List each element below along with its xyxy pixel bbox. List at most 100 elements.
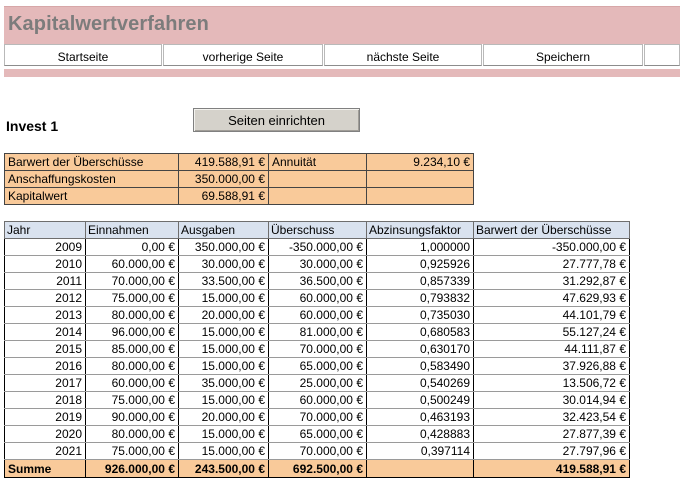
cell-jahr[interactable]: 2021 [4, 442, 86, 460]
cell-einnahmen[interactable]: 80.000,00 € [85, 306, 179, 324]
cell-jahr[interactable]: 2012 [4, 289, 86, 307]
col-header-abzinsungsfaktor[interactable]: Abzinsungsfaktor [366, 221, 474, 239]
save-button[interactable]: Speichern [483, 44, 643, 66]
cell-jahr[interactable]: 2011 [4, 272, 86, 290]
page-setup-button[interactable]: Seiten einrichten [193, 108, 360, 132]
cell-einnahmen[interactable]: 90.000,00 € [85, 408, 179, 426]
cell-abzinsungsfaktor[interactable]: 0,630170 [366, 340, 474, 358]
cell-einnahmen[interactable]: 80.000,00 € [85, 425, 179, 443]
cell-ausgaben[interactable]: 35.000,00 € [178, 374, 269, 392]
cell-abzinsungsfaktor[interactable]: 0,680583 [366, 323, 474, 341]
nav-bar: Startseite vorherige Seite nächste Seite… [4, 44, 680, 68]
barwert-label: Barwert der Überschüsse [4, 153, 179, 171]
cell-ausgaben[interactable]: 20.000,00 € [178, 408, 269, 426]
anschaffung-value[interactable]: 350.000,00 € [178, 170, 269, 188]
sum-barwert[interactable]: 419.588,91 € [473, 459, 630, 478]
cell-barwert[interactable]: -350.000,00 € [473, 238, 630, 256]
cell-jahr[interactable]: 2017 [4, 374, 86, 392]
cell-abzinsungsfaktor[interactable]: 0,428883 [366, 425, 474, 443]
col-header-barwert[interactable]: Barwert der Überschüsse [473, 221, 630, 239]
cell-abzinsungsfaktor[interactable]: 1,000000 [366, 238, 474, 256]
cell-ausgaben[interactable]: 30.000,00 € [178, 255, 269, 273]
cell-einnahmen[interactable]: 0,00 € [85, 238, 179, 256]
cell-barwert[interactable]: 30.014,94 € [473, 391, 630, 409]
cell-einnahmen[interactable]: 70.000,00 € [85, 272, 179, 290]
sum-abzinsungsfaktor[interactable] [366, 459, 474, 478]
cell-ausgaben[interactable]: 15.000,00 € [178, 425, 269, 443]
cell-barwert[interactable]: 37.926,88 € [473, 357, 630, 375]
cell-ausgaben[interactable]: 15.000,00 € [178, 391, 269, 409]
sum-ueberschuss[interactable]: 692.500,00 € [268, 459, 367, 478]
cell-ueberschuss[interactable]: 60.000,00 € [268, 306, 367, 324]
barwert-value[interactable]: 419.588,91 € [178, 153, 269, 171]
cell-einnahmen[interactable]: 75.000,00 € [85, 442, 179, 460]
cell-ausgaben[interactable]: 15.000,00 € [178, 323, 269, 341]
cell-einnahmen[interactable]: 75.000,00 € [85, 289, 179, 307]
cell-ausgaben[interactable]: 33.500,00 € [178, 272, 269, 290]
cell-ueberschuss[interactable]: 25.000,00 € [268, 374, 367, 392]
cell-ueberschuss[interactable]: 60.000,00 € [268, 289, 367, 307]
sum-einnahmen[interactable]: 926.000,00 € [85, 459, 179, 478]
cell-einnahmen[interactable]: 60.000,00 € [85, 374, 179, 392]
cell-abzinsungsfaktor[interactable]: 0,793832 [366, 289, 474, 307]
previous-page-button[interactable]: vorherige Seite [163, 44, 323, 66]
cell-jahr[interactable]: 2013 [4, 306, 86, 324]
cell-barwert[interactable]: 27.877,39 € [473, 425, 630, 443]
cell-jahr[interactable]: 2014 [4, 323, 86, 341]
cell-barwert[interactable]: 27.797,96 € [473, 442, 630, 460]
cell-ueberschuss[interactable]: 30.000,00 € [268, 255, 367, 273]
cell-barwert[interactable]: 31.292,87 € [473, 272, 630, 290]
cell-ueberschuss[interactable]: 60.000,00 € [268, 391, 367, 409]
cell-barwert[interactable]: 44.101,79 € [473, 306, 630, 324]
cell-abzinsungsfaktor[interactable]: 0,397114 [366, 442, 474, 460]
col-header-ueberschuss[interactable]: Überschuss [268, 221, 367, 239]
col-header-jahr[interactable]: Jahr [4, 221, 86, 239]
cell-abzinsungsfaktor[interactable]: 0,735030 [366, 306, 474, 324]
cell-barwert[interactable]: 55.127,24 € [473, 323, 630, 341]
cell-ausgaben[interactable]: 15.000,00 € [178, 340, 269, 358]
cell-ueberschuss[interactable]: 65.000,00 € [268, 425, 367, 443]
cell-einnahmen[interactable]: 96.000,00 € [85, 323, 179, 341]
cell-abzinsungsfaktor[interactable]: 0,500249 [366, 391, 474, 409]
cell-einnahmen[interactable]: 80.000,00 € [85, 357, 179, 375]
cell-jahr[interactable]: 2015 [4, 340, 86, 358]
cell-jahr[interactable]: 2016 [4, 357, 86, 375]
cell-ueberschuss[interactable]: 70.000,00 € [268, 442, 367, 460]
cell-ueberschuss[interactable]: 65.000,00 € [268, 357, 367, 375]
cell-abzinsungsfaktor[interactable]: 0,925926 [366, 255, 474, 273]
cell-barwert[interactable]: 13.506,72 € [473, 374, 630, 392]
cell-barwert[interactable]: 47.629,93 € [473, 289, 630, 307]
cell-jahr[interactable]: 2019 [4, 408, 86, 426]
cell-einnahmen[interactable]: 60.000,00 € [85, 255, 179, 273]
annuitaet-value[interactable]: 9.234,10 € [366, 153, 474, 171]
cell-ueberschuss[interactable]: 70.000,00 € [268, 340, 367, 358]
cell-ueberschuss[interactable]: 36.500,00 € [268, 272, 367, 290]
cell-barwert[interactable]: 44.111,87 € [473, 340, 630, 358]
cell-abzinsungsfaktor[interactable]: 0,463193 [366, 408, 474, 426]
col-header-einnahmen[interactable]: Einnahmen [85, 221, 179, 239]
cell-ausgaben[interactable]: 15.000,00 € [178, 289, 269, 307]
cell-einnahmen[interactable]: 85.000,00 € [85, 340, 179, 358]
cell-einnahmen[interactable]: 75.000,00 € [85, 391, 179, 409]
next-page-button[interactable]: nächste Seite [324, 44, 482, 66]
cell-abzinsungsfaktor[interactable]: 0,857339 [366, 272, 474, 290]
cell-ueberschuss[interactable]: 81.000,00 € [268, 323, 367, 341]
cell-jahr[interactable]: 2010 [4, 255, 86, 273]
cell-barwert[interactable]: 27.777,78 € [473, 255, 630, 273]
col-header-ausgaben[interactable]: Ausgaben [178, 221, 269, 239]
cell-jahr[interactable]: 2020 [4, 425, 86, 443]
cell-abzinsungsfaktor[interactable]: 0,540269 [366, 374, 474, 392]
cell-ausgaben[interactable]: 15.000,00 € [178, 357, 269, 375]
cell-ausgaben[interactable]: 20.000,00 € [178, 306, 269, 324]
cell-ueberschuss[interactable]: -350.000,00 € [268, 238, 367, 256]
cell-jahr[interactable]: 2009 [4, 238, 86, 256]
sum-ausgaben[interactable]: 243.500,00 € [178, 459, 269, 478]
cell-ueberschuss[interactable]: 70.000,00 € [268, 408, 367, 426]
startseite-button[interactable]: Startseite [4, 44, 162, 66]
cell-jahr[interactable]: 2018 [4, 391, 86, 409]
cell-ausgaben[interactable]: 350.000,00 € [178, 238, 269, 256]
kapitalwert-value[interactable]: 69.588,91 € [178, 187, 269, 205]
cell-abzinsungsfaktor[interactable]: 0,583490 [366, 357, 474, 375]
cell-barwert[interactable]: 32.423,54 € [473, 408, 630, 426]
cell-ausgaben[interactable]: 15.000,00 € [178, 442, 269, 460]
